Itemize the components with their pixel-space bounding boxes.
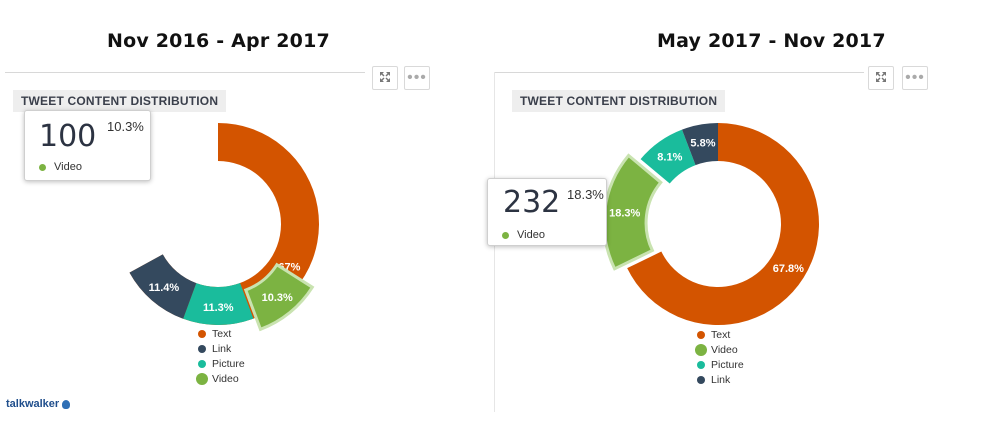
tooltip-series: Video: [502, 229, 545, 241]
tooltip-value: 232: [503, 185, 561, 220]
tooltip-series: Video: [39, 161, 82, 173]
legend-dot-icon: [697, 330, 705, 339]
more-options-button[interactable]: •••: [404, 66, 430, 90]
more-options-button[interactable]: •••: [902, 66, 928, 90]
period-title-left: Nov 2016 - Apr 2017: [107, 30, 330, 52]
legend-item-text[interactable]: Text: [198, 326, 245, 341]
legend-dot-icon: [697, 375, 705, 384]
legend-dot-icon: [198, 359, 206, 368]
tooltip-percent: 10.3%: [107, 119, 144, 134]
brand-name: talkwalker: [6, 398, 60, 410]
legend-item-link[interactable]: Link: [198, 341, 245, 356]
video-dot-icon: [502, 231, 509, 239]
expand-button[interactable]: [868, 66, 894, 90]
chart-panel-right: ••• TWEET CONTENT DISTRIBUTION: [494, 66, 944, 412]
legend-label: Link: [711, 373, 731, 386]
legend-label: Link: [212, 342, 232, 355]
legend-item-link[interactable]: Link: [697, 372, 744, 387]
chart-legend-right: Text Video Picture Link: [695, 327, 744, 387]
legend-dot-icon: [198, 329, 206, 338]
legend-label: Text: [711, 328, 731, 341]
expand-icon: [379, 71, 391, 86]
widget-label: TWEET CONTENT DISTRIBUTION: [512, 90, 726, 112]
panel-divider: [5, 72, 365, 73]
widget-label: TWEET CONTENT DISTRIBUTION: [13, 90, 227, 112]
legend-item-video[interactable]: Video: [196, 371, 245, 386]
video-dot-icon: [39, 163, 46, 171]
chart-tooltip-left: 100 10.3% Video: [24, 110, 151, 181]
expand-button[interactable]: [372, 66, 398, 90]
legend-dot-icon: [196, 372, 208, 385]
expand-icon: [875, 71, 887, 86]
footprint-icon: [62, 399, 71, 409]
period-title-right: May 2017 - Nov 2017: [657, 30, 886, 52]
talkwalker-logo: talkwalker: [6, 398, 71, 410]
more-dots-icon: •••: [905, 69, 925, 86]
legend-label: Video: [212, 372, 239, 385]
chart-tooltip-right: 232 18.3% Video: [487, 178, 607, 246]
tooltip-series-label: Video: [517, 229, 545, 241]
legend-label: Picture: [212, 357, 245, 370]
legend-dot-icon: [697, 360, 705, 369]
tooltip-percent: 18.3%: [567, 187, 604, 202]
legend-dot-icon: [198, 344, 206, 353]
legend-item-picture[interactable]: Picture: [697, 357, 744, 372]
legend-label: Video: [711, 343, 738, 356]
tooltip-value: 100: [39, 119, 97, 154]
more-dots-icon: •••: [407, 69, 427, 86]
legend-label: Picture: [711, 358, 744, 371]
tooltip-series-label: Video: [54, 161, 82, 173]
legend-item-picture[interactable]: Picture: [198, 356, 245, 371]
legend-dot-icon: [695, 343, 707, 356]
legend-item-text[interactable]: Text: [697, 327, 744, 342]
chart-legend-left: Text Link Picture Video: [196, 326, 245, 386]
panel-divider: [495, 72, 864, 73]
chart-panel-left: ••• TWEET CONTENT DISTRIBUTION: [5, 66, 445, 412]
legend-item-video[interactable]: Video: [695, 342, 744, 357]
legend-label: Text: [212, 327, 232, 340]
